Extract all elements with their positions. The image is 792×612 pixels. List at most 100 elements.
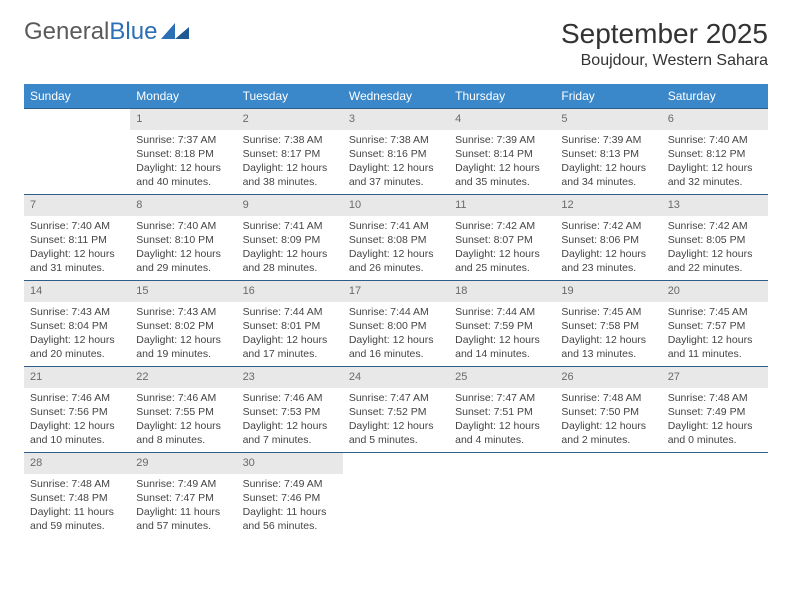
daylight-line2: and 29 minutes. — [136, 261, 230, 275]
day-body: Sunrise: 7:41 AMSunset: 8:09 PMDaylight:… — [237, 216, 343, 280]
sunset-text: Sunset: 8:01 PM — [243, 319, 337, 333]
day-body: Sunrise: 7:42 AMSunset: 8:06 PMDaylight:… — [555, 216, 661, 280]
calendar-week-row: 7Sunrise: 7:40 AMSunset: 8:11 PMDaylight… — [24, 195, 768, 281]
daylight-line2: and 34 minutes. — [561, 175, 655, 189]
day-number: 24 — [343, 367, 449, 388]
sunrise-text: Sunrise: 7:37 AM — [136, 133, 230, 147]
daylight-line1: Daylight: 12 hours — [349, 419, 443, 433]
sunset-text: Sunset: 7:50 PM — [561, 405, 655, 419]
sunset-text: Sunset: 8:17 PM — [243, 147, 337, 161]
sunrise-text: Sunrise: 7:38 AM — [349, 133, 443, 147]
daylight-line1: Daylight: 12 hours — [243, 247, 337, 261]
daylight-line2: and 23 minutes. — [561, 261, 655, 275]
sunrise-text: Sunrise: 7:49 AM — [243, 477, 337, 491]
daylight-line2: and 37 minutes. — [349, 175, 443, 189]
day-number: 14 — [24, 281, 130, 302]
sunrise-text: Sunrise: 7:40 AM — [136, 219, 230, 233]
day-body: Sunrise: 7:42 AMSunset: 8:05 PMDaylight:… — [662, 216, 768, 280]
day-body: Sunrise: 7:45 AMSunset: 7:58 PMDaylight:… — [555, 302, 661, 366]
sunset-text: Sunset: 7:59 PM — [455, 319, 549, 333]
calendar-day-cell: 21Sunrise: 7:46 AMSunset: 7:56 PMDayligh… — [24, 367, 130, 453]
day-body: Sunrise: 7:44 AMSunset: 8:01 PMDaylight:… — [237, 302, 343, 366]
daylight-line1: Daylight: 12 hours — [561, 419, 655, 433]
sunrise-text: Sunrise: 7:48 AM — [668, 391, 762, 405]
calendar-day-cell: 6Sunrise: 7:40 AMSunset: 8:12 PMDaylight… — [662, 109, 768, 195]
calendar-day-cell: 7Sunrise: 7:40 AMSunset: 8:11 PMDaylight… — [24, 195, 130, 281]
daylight-line1: Daylight: 12 hours — [243, 333, 337, 347]
daylight-line1: Daylight: 11 hours — [243, 505, 337, 519]
daylight-line1: Daylight: 12 hours — [561, 161, 655, 175]
calendar-body: 1Sunrise: 7:37 AMSunset: 8:18 PMDaylight… — [24, 109, 768, 539]
daylight-line2: and 31 minutes. — [30, 261, 124, 275]
calendar-day-cell: 2 Sunrise: 7:38 AMSunset: 8:17 PMDaylight… — [237, 109, 343, 195]
sunrise-text: Sunrise: 7:44 AM — [455, 305, 549, 319]
sunrise-text: Sunrise: 7:48 AM — [561, 391, 655, 405]
daylight-line1: Daylight: 12 hours — [349, 161, 443, 175]
calendar-day-cell: 10Sunrise: 7:41 AMSunset: 8:08 PMDayligh… — [343, 195, 449, 281]
daylight-line1: Daylight: 11 hours — [136, 505, 230, 519]
day-number: 12 — [555, 195, 661, 216]
sunrise-text: Sunrise: 7:46 AM — [243, 391, 337, 405]
sunset-text: Sunset: 8:14 PM — [455, 147, 549, 161]
location: Boujdour, Western Sahara — [561, 52, 768, 70]
daylight-line1: Daylight: 12 hours — [243, 161, 337, 175]
sunrise-text: Sunrise: 7:47 AM — [349, 391, 443, 405]
day-body: Sunrise: 7:47 AMSunset: 7:52 PMDaylight:… — [343, 388, 449, 452]
daylight-line1: Daylight: 12 hours — [136, 247, 230, 261]
sunrise-text: Sunrise: 7:42 AM — [668, 219, 762, 233]
daylight-line1: Daylight: 12 hours — [349, 247, 443, 261]
weekday-header: Wednesday — [343, 84, 449, 109]
weekday-header: Friday — [555, 84, 661, 109]
calendar-day-cell: 4Sunrise: 7:39 AMSunset: 8:14 PMDaylight… — [449, 109, 555, 195]
sunrise-text: Sunrise: 7:38 AM — [243, 133, 337, 147]
day-number: 2 — [237, 109, 343, 130]
day-body: Sunrise: 7:40 AMSunset: 8:11 PMDaylight:… — [24, 216, 130, 280]
day-body: Sunrise: 7:41 AMSunset: 8:08 PMDaylight:… — [343, 216, 449, 280]
sunset-text: Sunset: 8:05 PM — [668, 233, 762, 247]
logo-word2: Blue — [109, 18, 157, 46]
daylight-line2: and 19 minutes. — [136, 347, 230, 361]
daylight-line1: Daylight: 12 hours — [561, 333, 655, 347]
weekday-header: Thursday — [449, 84, 555, 109]
calendar-day-cell — [24, 109, 130, 195]
daylight-line1: Daylight: 12 hours — [455, 247, 549, 261]
sunrise-text: Sunrise: 7:44 AM — [349, 305, 443, 319]
daylight-line2: and 17 minutes. — [243, 347, 337, 361]
sunset-text: Sunset: 7:58 PM — [561, 319, 655, 333]
daylight-line2: and 20 minutes. — [30, 347, 124, 361]
calendar-day-cell: 8Sunrise: 7:40 AMSunset: 8:10 PMDaylight… — [130, 195, 236, 281]
sunrise-text: Sunrise: 7:46 AM — [30, 391, 124, 405]
weekday-header-row: Sunday Monday Tuesday Wednesday Thursday… — [24, 84, 768, 109]
day-number: 8 — [130, 195, 236, 216]
sunset-text: Sunset: 8:18 PM — [136, 147, 230, 161]
daylight-line2: and 38 minutes. — [243, 175, 337, 189]
day-body: Sunrise: 7:44 AMSunset: 7:59 PMDaylight:… — [449, 302, 555, 366]
day-body: Sunrise: 7:49 AMSunset: 7:47 PMDaylight:… — [130, 474, 236, 538]
sunset-text: Sunset: 7:52 PM — [349, 405, 443, 419]
calendar-day-cell: 9Sunrise: 7:41 AMSunset: 8:09 PMDaylight… — [237, 195, 343, 281]
day-body: Sunrise: 7:49 AMSunset: 7:46 PMDaylight:… — [237, 474, 343, 538]
daylight-line2: and 14 minutes. — [455, 347, 549, 361]
daylight-line2: and 40 minutes. — [136, 175, 230, 189]
sunset-text: Sunset: 7:46 PM — [243, 491, 337, 505]
header: GeneralBlue September 2025 Boujdour, Wes… — [24, 18, 768, 70]
day-number: 9 — [237, 195, 343, 216]
day-body: Sunrise: 7:46 AMSunset: 7:56 PMDaylight:… — [24, 388, 130, 452]
day-body: Sunrise: 7:45 AMSunset: 7:57 PMDaylight:… — [662, 302, 768, 366]
logo-word1: General — [24, 18, 109, 46]
daylight-line2: and 25 minutes. — [455, 261, 549, 275]
day-body: Sunrise: 7:40 AMSunset: 8:10 PMDaylight:… — [130, 216, 236, 280]
calendar-week-row: 21Sunrise: 7:46 AMSunset: 7:56 PMDayligh… — [24, 367, 768, 453]
sunrise-text: Sunrise: 7:42 AM — [561, 219, 655, 233]
day-body: Sunrise: 7:48 AMSunset: 7:50 PMDaylight:… — [555, 388, 661, 452]
sunset-text: Sunset: 8:06 PM — [561, 233, 655, 247]
day-body: Sunrise: 7:46 AMSunset: 7:55 PMDaylight:… — [130, 388, 236, 452]
sunset-text: Sunset: 8:10 PM — [136, 233, 230, 247]
sunrise-text: Sunrise: 7:44 AM — [243, 305, 337, 319]
daylight-line1: Daylight: 12 hours — [136, 419, 230, 433]
day-body: Sunrise: 7:38 AMSunset: 8:16 PMDaylight:… — [343, 130, 449, 194]
day-number: 20 — [662, 281, 768, 302]
daylight-line2: and 35 minutes. — [455, 175, 549, 189]
daylight-line1: Daylight: 12 hours — [668, 161, 762, 175]
daylight-line1: Daylight: 12 hours — [668, 247, 762, 261]
